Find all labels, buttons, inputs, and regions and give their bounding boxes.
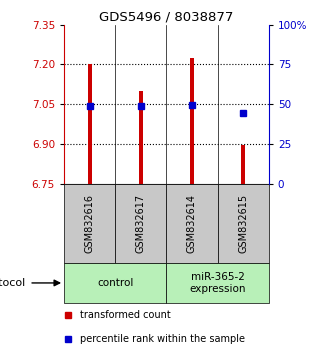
Bar: [88, 64, 92, 184]
Text: protocol: protocol: [0, 278, 25, 288]
Bar: [166, 184, 218, 263]
Bar: [166, 263, 269, 303]
Text: percentile rank within the sample: percentile rank within the sample: [80, 333, 245, 343]
Text: transformed count: transformed count: [80, 310, 171, 320]
Bar: [241, 145, 245, 184]
Bar: [218, 184, 269, 263]
Text: GSM832617: GSM832617: [136, 194, 146, 253]
Text: GSM832616: GSM832616: [84, 194, 95, 253]
Bar: [190, 58, 194, 184]
Text: GSM832615: GSM832615: [238, 194, 248, 253]
Text: GSM832614: GSM832614: [187, 194, 197, 253]
Text: miR-365-2
expression: miR-365-2 expression: [189, 272, 246, 294]
Bar: [139, 91, 143, 184]
Bar: [64, 184, 115, 263]
Bar: [64, 263, 166, 303]
Bar: [115, 184, 166, 263]
Text: control: control: [97, 278, 133, 288]
Title: GDS5496 / 8038877: GDS5496 / 8038877: [99, 11, 234, 24]
